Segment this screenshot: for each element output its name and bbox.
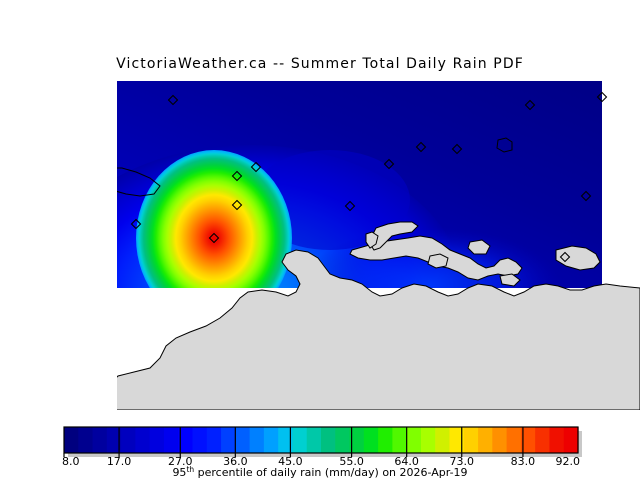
colorbar-band[interactable] [349, 427, 365, 453]
station-marker [580, 190, 592, 202]
colorbar-band[interactable] [206, 427, 222, 453]
colorbar-band[interactable] [463, 427, 479, 453]
colorbar-tick-label: 27.0 [168, 455, 193, 468]
colorbar-band[interactable] [135, 427, 151, 453]
west-island-outline [117, 167, 161, 197]
colorbar-band[interactable] [106, 427, 122, 453]
colorbar-tick-label: 36.0 [223, 455, 248, 468]
colorbar-band[interactable] [478, 427, 493, 453]
station-marker [208, 232, 220, 244]
colorbar-bands[interactable] [64, 427, 579, 453]
north-spit-tail-polygon [365, 231, 379, 249]
station-marker [130, 218, 142, 230]
colorbar-panel: 8.0 17.0 27.0 36.0 45.0 55.0 64.0 73.0 83.0 92.0 … [0, 418, 640, 480]
station-marker [451, 143, 463, 155]
colorbar-band[interactable] [178, 427, 194, 453]
station-marker [596, 91, 608, 103]
station-marker [250, 161, 262, 173]
map-panel [0, 80, 640, 410]
tiny-island-outline [496, 137, 513, 153]
colorbar-canvas[interactable]: 8.0 17.0 27.0 36.0 45.0 55.0 64.0 73.0 83.0 92.0 … [0, 418, 640, 480]
station-markers [130, 91, 608, 263]
colorbar-band[interactable] [249, 427, 265, 453]
colorbar-band[interactable] [363, 427, 379, 453]
colorbar-band[interactable] [520, 427, 536, 453]
station-marker [231, 170, 243, 182]
colorbar-band[interactable] [406, 427, 422, 453]
colorbar-band[interactable] [221, 427, 236, 453]
colorbar-band[interactable] [64, 427, 79, 453]
colorbar-band[interactable] [292, 427, 308, 453]
frame-left-mask [0, 288, 117, 410]
station-marker [559, 251, 571, 263]
colorbar-band[interactable] [163, 427, 179, 453]
colorbar-band[interactable] [306, 427, 322, 453]
colorbar-tick-label: 8.0 [62, 455, 80, 468]
coastline-outlines [117, 137, 513, 197]
colorbar-band[interactable] [420, 427, 436, 453]
caption-prefix: 95 [172, 466, 186, 479]
colorbar-ticks [63, 427, 524, 457]
colorbar-band[interactable] [378, 427, 393, 453]
colorbar-band[interactable] [449, 427, 465, 453]
island-small-c-polygon [499, 273, 521, 287]
caption-superscript: th [186, 465, 194, 474]
colorbar-band[interactable] [506, 427, 522, 453]
rain-maximum-core [136, 150, 292, 288]
station-marker [167, 94, 179, 106]
station-marker [524, 99, 536, 111]
colorbar-band[interactable] [78, 427, 94, 453]
colorbar-band[interactable] [492, 427, 508, 453]
station-marker [344, 200, 356, 212]
colorbar-band[interactable] [535, 427, 551, 453]
colorbar-band[interactable] [121, 427, 136, 453]
colorbar-tick-label: 64.0 [394, 455, 419, 468]
colorbar-band[interactable] [149, 427, 165, 453]
colorbar-band[interactable] [335, 427, 351, 453]
island-small-a-polygon [427, 253, 449, 269]
station-marker [383, 158, 395, 170]
colorbar-tick-label: 45.0 [278, 455, 303, 468]
colorbar-band[interactable] [549, 427, 565, 453]
colorbar-tick-label: 83.0 [511, 455, 536, 468]
mainland-polygon [103, 249, 640, 410]
colorbar-tick-labels: 8.0 17.0 27.0 36.0 45.0 55.0 64.0 73.0 83.0 92.0 [62, 455, 580, 468]
colorbar-band[interactable] [192, 427, 208, 453]
station-marker [231, 199, 243, 211]
colorbar-band[interactable] [321, 427, 336, 453]
island-small-b-polygon [467, 239, 491, 255]
map-canvas [0, 81, 640, 410]
colorbar-band[interactable] [435, 427, 451, 453]
figure-title: VictoriaWeather.ca -- Summer Total Daily… [116, 56, 524, 72]
colorbar-tick-label: 92.0 [556, 455, 581, 468]
caption-rest: percentile of daily rain (mm/day) on 202… [194, 466, 467, 479]
colorbar-band[interactable] [392, 427, 408, 453]
station-marker [415, 141, 427, 153]
colorbar-border [63, 426, 579, 454]
colorbar-band[interactable] [263, 427, 279, 453]
land-layer [103, 221, 640, 410]
colorbar-tick-label: 55.0 [339, 455, 364, 468]
east-headland-polygon [555, 245, 601, 271]
colorbar-band[interactable] [563, 427, 579, 453]
colorbar-tick-label: 17.0 [107, 455, 132, 468]
colorbar-band[interactable] [92, 427, 108, 453]
colorbar-tick-label: 73.0 [449, 455, 474, 468]
colorbar-band[interactable] [278, 427, 294, 453]
colorbar-band[interactable] [235, 427, 251, 453]
colorbar-caption: 95th percentile of daily rain (mm/day) o… [172, 465, 467, 479]
